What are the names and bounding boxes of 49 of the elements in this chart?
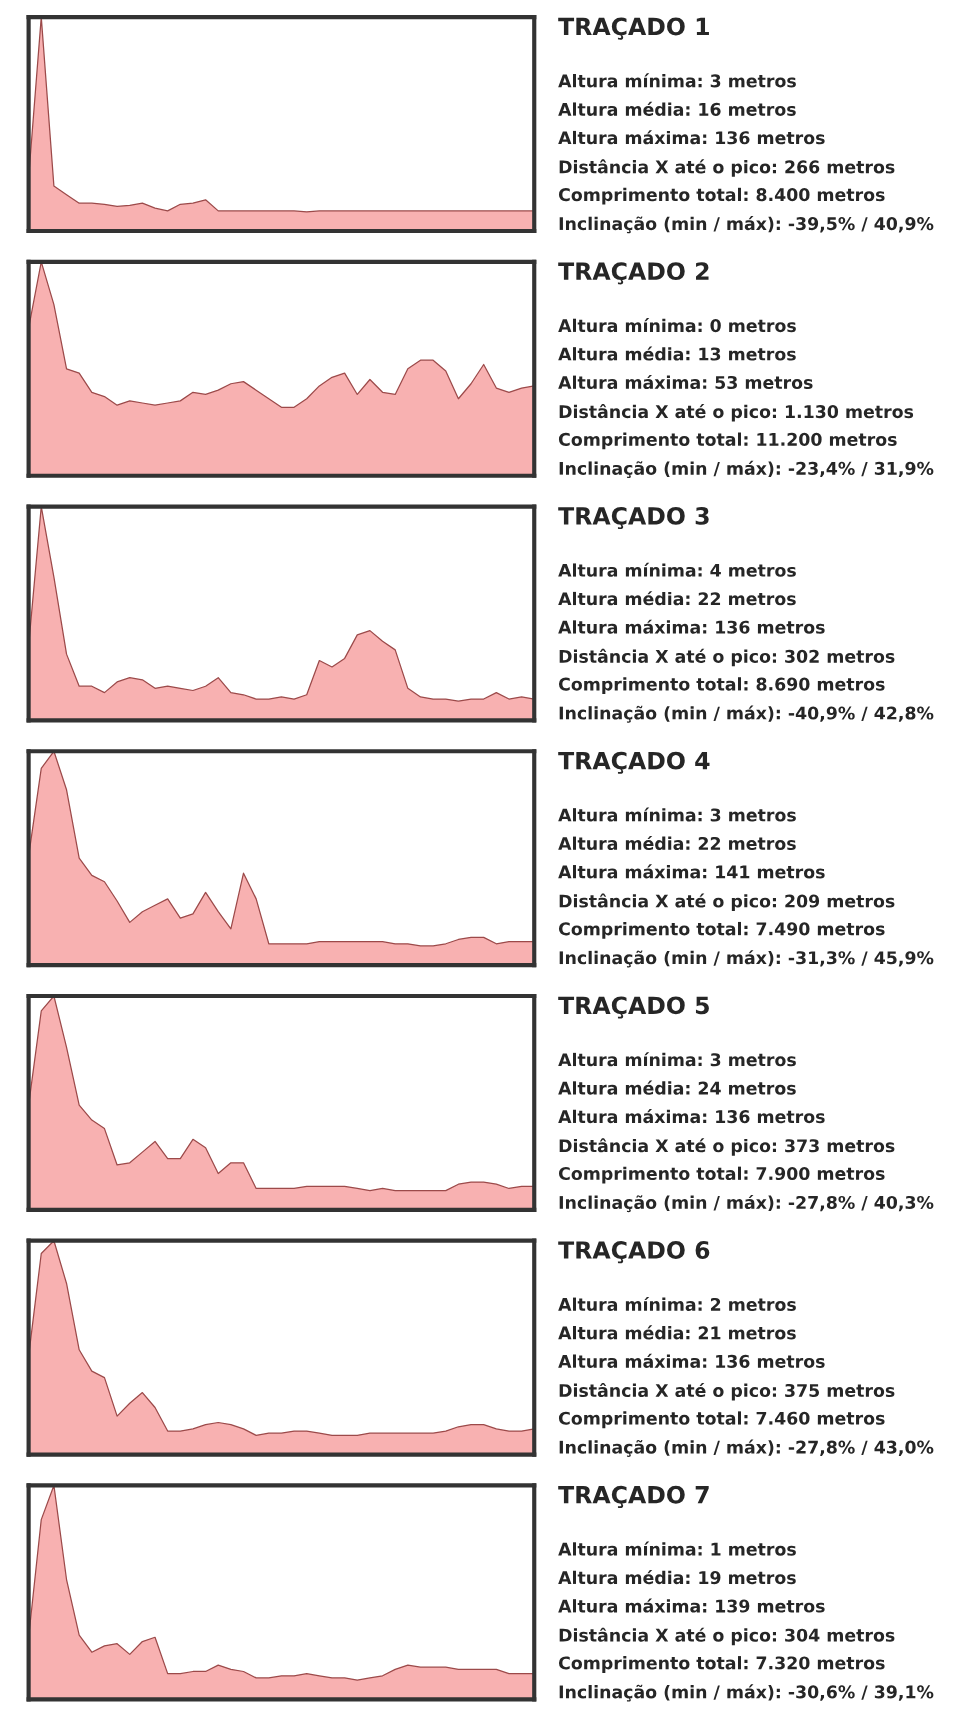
text: Altura mínima: 3 metros	[558, 807, 796, 822]
text: TRAÇADO 7	[558, 1485, 709, 1508]
text: Altura mínima: 2 metros	[558, 1296, 796, 1312]
text: TRAÇADO 2	[558, 262, 709, 285]
text: Altura máxima: 136 metros	[558, 1353, 825, 1368]
text: Distância X até o pico: 373 metros	[559, 1138, 895, 1156]
text: Inclinação (min / máx): -30,6% / 39,1%	[559, 1684, 934, 1702]
text: TRAÇADO 1	[558, 17, 709, 40]
text: Comprimento total: 7.320 metros	[558, 1656, 885, 1673]
text: Altura média: 24 metros	[558, 1080, 796, 1095]
text: Altura máxima: 136 metros	[558, 619, 825, 634]
text: Altura mínima: 3 metros	[558, 73, 796, 88]
text: Distância X até o pico: 304 metros	[559, 1627, 895, 1646]
text: Distância X até o pico: 1.130 metros	[559, 404, 914, 422]
text: Distância X até o pico: 266 metros	[559, 159, 895, 177]
text: Altura mínima: 1 metros	[558, 1541, 796, 1556]
text: Comprimento total: 8.690 metros	[558, 677, 885, 695]
text: Altura máxima: 136 metros	[558, 130, 825, 145]
text: Altura média: 16 metros	[558, 101, 796, 116]
text: Comprimento total: 11.200 metros	[558, 432, 897, 450]
text: Altura máxima: 141 metros	[558, 864, 825, 879]
text: TRAÇADO 4	[558, 751, 710, 774]
text: Altura máxima: 136 metros	[558, 1109, 825, 1124]
text: TRAÇADO 3	[558, 506, 709, 530]
text: Comprimento total: 7.490 metros	[558, 921, 885, 939]
text: Altura média: 19 metros	[558, 1570, 796, 1585]
text: TRAÇADO 6	[558, 1241, 710, 1264]
text: Altura mínima: 0 metros	[558, 318, 796, 333]
text: Inclinação (min / máx): -27,8% / 40,3%	[559, 1194, 934, 1213]
text: Altura média: 21 metros	[558, 1325, 796, 1340]
text: Inclinação (min / máx): -27,8% / 43,0%	[559, 1439, 934, 1457]
text: Altura máxima: 53 metros	[558, 374, 813, 390]
text: Altura média: 22 metros	[558, 835, 796, 851]
text: Distância X até o pico: 375 metros	[559, 1382, 895, 1401]
text: Distância X até o pico: 302 metros	[559, 648, 895, 667]
text: Altura mínima: 3 metros	[558, 1052, 796, 1067]
text: Distância X até o pico: 209 metros	[559, 893, 895, 911]
text: Inclinação (min / máx): -40,9% / 42,8%	[559, 705, 934, 723]
text: Altura média: 22 metros	[558, 591, 796, 606]
text: Altura média: 13 metros	[558, 346, 796, 361]
text: Altura mínima: 4 metros	[558, 562, 796, 577]
text: Inclinação (min / máx): -39,5% / 40,9%	[559, 216, 934, 234]
text: Inclinação (min / máx): -31,3% / 45,9%	[559, 950, 934, 968]
text: Comprimento total: 8.400 metros	[558, 187, 885, 205]
text: Comprimento total: 7.460 metros	[558, 1411, 885, 1429]
text: Altura máxima: 139 metros	[558, 1598, 825, 1613]
text: Inclinação (min / máx): -23,4% / 31,9%	[559, 460, 934, 479]
text: Comprimento total: 7.900 metros	[558, 1166, 885, 1184]
text: TRAÇADO 5	[558, 996, 709, 1019]
